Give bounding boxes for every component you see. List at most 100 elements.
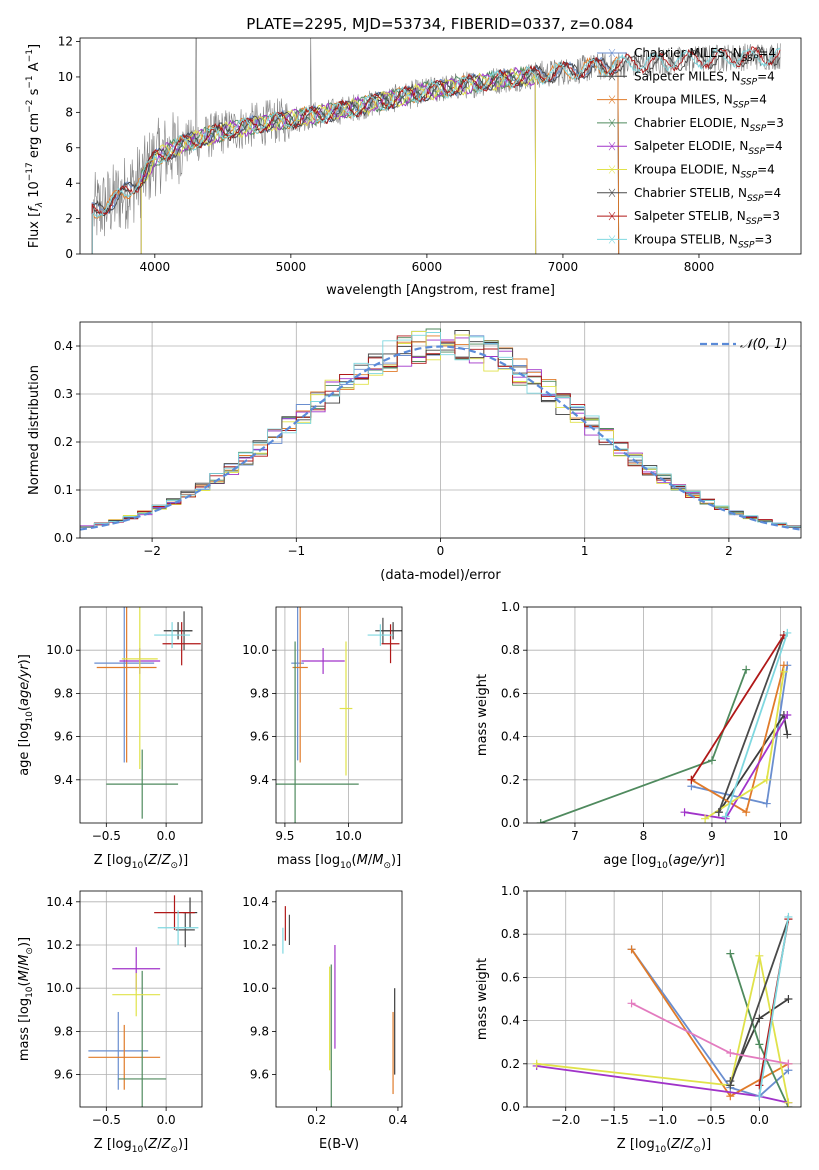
x-tick-label: −0.5 bbox=[92, 1113, 121, 1127]
legend-label: Salpeter STELIB, NSSP=3 bbox=[634, 209, 780, 227]
y-tick-label: 9.8 bbox=[250, 1024, 269, 1038]
y-tick-label: 0.0 bbox=[501, 1100, 520, 1114]
axes-frame bbox=[79, 890, 203, 1108]
label-part: ⊙ bbox=[693, 1145, 701, 1155]
y-tick-label: 0.2 bbox=[501, 773, 520, 787]
x-axis-label: Z [log10(Z/Z⊙)] bbox=[94, 1137, 188, 1155]
label-part: f bbox=[27, 205, 42, 212]
label-part: SSP bbox=[733, 101, 750, 111]
weight-series-line bbox=[724, 632, 789, 817]
weight-point bbox=[726, 949, 735, 958]
label-part: ⊙ bbox=[383, 861, 391, 871]
label-part: SSP bbox=[741, 171, 758, 181]
panel-age_vs_Z: −0.5 0.09.49.69.810.0Z [log10(Z/Z⊙)]age [… bbox=[17, 606, 203, 871]
y-tick-label: 9.4 bbox=[250, 773, 269, 787]
x-tick-label: −0.5 bbox=[696, 1113, 725, 1127]
label-part: / bbox=[17, 965, 32, 970]
label-part: ) bbox=[17, 942, 32, 947]
label-part: age [ bbox=[17, 742, 32, 775]
label-part: 10 bbox=[656, 861, 668, 871]
weight-point bbox=[714, 808, 723, 817]
y-tick-label: 9.8 bbox=[54, 1024, 73, 1038]
y-tick-label: 10.2 bbox=[242, 938, 269, 952]
x-axis-label: E(B-V) bbox=[319, 1137, 359, 1152]
plot-area-age_vs_Z bbox=[94, 607, 201, 819]
x-tick-label: 0.4 bbox=[388, 1113, 407, 1127]
axes-frame bbox=[79, 321, 802, 539]
legend-label: Kroupa STELIB, NSSP=3 bbox=[634, 232, 772, 250]
label-part: Chabrier STELIB, bbox=[634, 186, 738, 200]
weight-point bbox=[627, 999, 636, 1008]
label-part: −2 bbox=[25, 100, 35, 113]
label-part: ( bbox=[666, 1137, 671, 1152]
label-part: N bbox=[732, 69, 741, 83]
y-tick-label: 9.6 bbox=[54, 730, 73, 744]
weight-point bbox=[784, 1059, 793, 1068]
label-part: N bbox=[732, 163, 741, 177]
label-part: log bbox=[320, 853, 340, 868]
label-part: ⊙ bbox=[170, 1145, 178, 1155]
y-tick-label: 0.6 bbox=[501, 970, 520, 984]
y-tick-label: 1.0 bbox=[501, 884, 520, 898]
x-axis-label: wavelength [Angstrom, rest frame] bbox=[326, 283, 555, 298]
label-part: ] bbox=[183, 1137, 188, 1152]
axes-frame bbox=[275, 606, 403, 824]
legend-marker bbox=[608, 142, 616, 151]
model-spectrum-line bbox=[140, 65, 537, 254]
y-tick-label: 9.6 bbox=[250, 1068, 269, 1082]
label-part: ] bbox=[17, 654, 32, 659]
weight-point bbox=[742, 808, 751, 817]
y-tick-label: 9.4 bbox=[54, 773, 73, 787]
label-part: SSP bbox=[742, 54, 759, 64]
label-part: mass [ bbox=[17, 1018, 32, 1061]
label-part: M bbox=[372, 853, 383, 868]
y-tick-label: 10 bbox=[58, 70, 73, 84]
x-tick-label: 9.5 bbox=[275, 829, 294, 843]
label-part: =3 bbox=[766, 116, 784, 130]
label-part: SSP bbox=[741, 77, 758, 87]
label-part: age bbox=[17, 682, 32, 706]
x-tick-label: 0 bbox=[437, 544, 445, 558]
x-tick-label: −0.5 bbox=[92, 829, 121, 843]
label-part: 10 bbox=[27, 181, 42, 198]
label-part: M bbox=[357, 853, 368, 868]
y-tick-label: 8 bbox=[65, 105, 73, 119]
legend-label: 𝒩(0, 1) bbox=[740, 337, 787, 352]
axes-frame bbox=[526, 606, 802, 824]
x-tick-label: 7 bbox=[571, 829, 579, 843]
label-part: SSP bbox=[750, 124, 767, 134]
y-tick-label: 12 bbox=[58, 35, 73, 49]
weight-series-line bbox=[630, 948, 789, 1098]
label-part: =4 bbox=[757, 69, 775, 83]
label-part: Kroupa STELIB, bbox=[634, 232, 729, 246]
y-tick-label: 10.0 bbox=[46, 643, 73, 657]
x-axis-label: age [log10(age/yr)] bbox=[603, 853, 725, 871]
label-part: ) bbox=[178, 1137, 183, 1152]
label-part: cm bbox=[27, 113, 42, 133]
x-tick-label: −2 bbox=[143, 544, 161, 558]
y-tick-label: 0.2 bbox=[54, 435, 73, 449]
label-part: =4 bbox=[758, 46, 776, 60]
plot-area-mass_vs_ebv bbox=[282, 906, 396, 1107]
plot-area-age_vs_mass bbox=[276, 607, 402, 823]
label-part: 10 bbox=[25, 986, 35, 998]
axes-frame bbox=[79, 37, 802, 255]
legend-marker bbox=[608, 211, 616, 221]
y-tick-label: 2 bbox=[65, 212, 73, 226]
label-part: / bbox=[368, 853, 373, 868]
label-part: Z bbox=[147, 853, 158, 868]
label-part: N bbox=[738, 186, 747, 200]
x-tick-label: 2 bbox=[725, 544, 733, 558]
label-part: ] bbox=[27, 44, 42, 49]
label-part: A bbox=[27, 62, 42, 71]
y-tick-label: 0.1 bbox=[54, 483, 73, 497]
label-part: Salpeter STELIB, bbox=[634, 209, 737, 223]
legend-label: Chabrier STELIB, NSSP=4 bbox=[634, 186, 781, 204]
plot-area-weight_vs_age bbox=[536, 628, 792, 823]
label-part: Z bbox=[161, 1137, 172, 1152]
weight-series-line bbox=[729, 918, 790, 1086]
label-part: erg bbox=[27, 133, 42, 163]
plot-area-mass_vs_Z bbox=[88, 895, 199, 1107]
label-part: Z bbox=[670, 1137, 681, 1152]
